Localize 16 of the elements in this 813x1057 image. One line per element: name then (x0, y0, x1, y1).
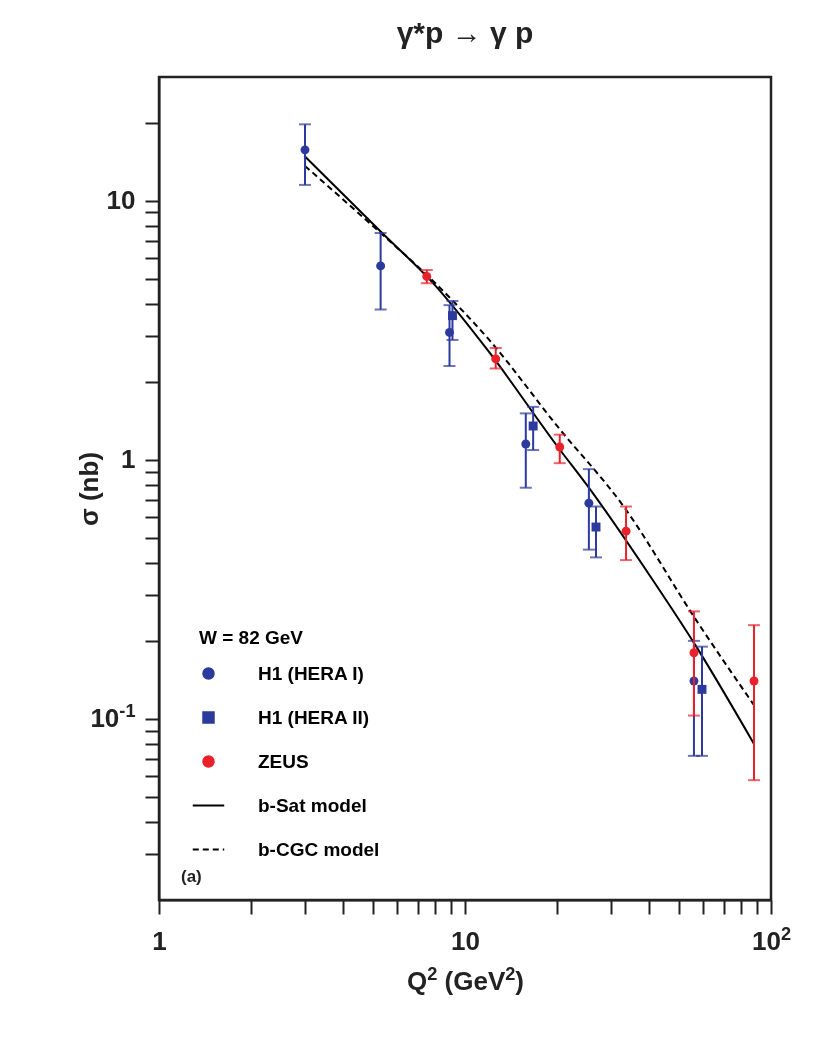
y-tick-label: 1 (121, 444, 136, 475)
legend-title: W = 82 GeV (199, 627, 304, 648)
x-axis-title: Q$^{2}$ (GeV$^{2}$) (406, 963, 525, 996)
legend-label: b-Sat model (258, 794, 367, 816)
x-tick-label: 10$^{2}$ (751, 923, 792, 956)
legend-label: b-CGC model (258, 838, 380, 860)
x-tick-label: 1 (152, 925, 167, 956)
chart-title: γ*p → γ p (396, 16, 534, 49)
y-axis-title: σ (nb) (73, 451, 104, 527)
legend-label: ZEUS (258, 750, 309, 772)
annotation: (a) (181, 867, 202, 886)
y-tick-label: 10$^{-1}$ (90, 701, 136, 734)
legend-label: H1 (HERA I) (258, 662, 364, 684)
y-tick-label: 10 (106, 185, 136, 216)
legend-label: H1 (HERA II) (258, 706, 370, 728)
x-tick-label: 10 (451, 925, 480, 956)
